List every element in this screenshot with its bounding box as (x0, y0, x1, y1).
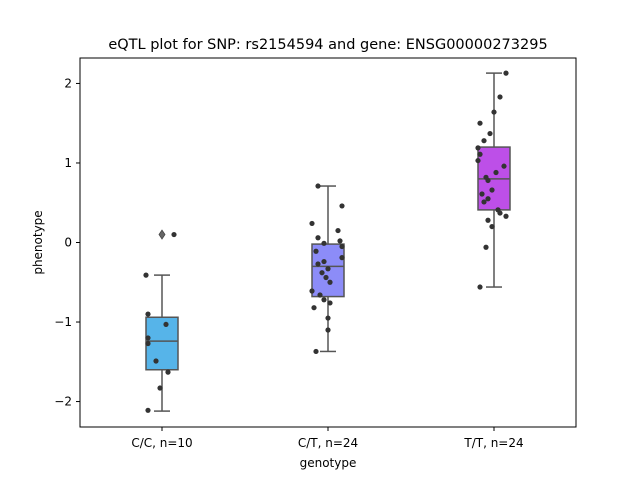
data-point (153, 358, 159, 364)
iqr-box (145, 316, 179, 371)
data-point (483, 244, 489, 250)
data-point (309, 288, 315, 294)
plot-layer (143, 70, 511, 413)
data-point (165, 369, 171, 375)
data-point (321, 297, 327, 303)
data-point (323, 274, 329, 281)
data-point (325, 315, 331, 321)
data-point (321, 240, 327, 246)
y-tick-label: 2 (64, 76, 72, 90)
ticks-layer: −2 −1 0 1 2 C/C, n=10 C/T, n=24 T/T, n=24 (54, 76, 523, 450)
data-point (145, 335, 151, 341)
data-point (489, 187, 495, 193)
strip-points-1 (309, 183, 345, 355)
data-point (145, 311, 151, 317)
data-point (315, 261, 321, 267)
data-point (327, 300, 333, 306)
data-point (315, 183, 321, 189)
x-axis-label: genotype (300, 456, 357, 470)
data-point (337, 238, 343, 244)
data-point (145, 340, 151, 347)
data-point (339, 203, 345, 209)
data-point (493, 169, 499, 176)
strip-points-2 (475, 70, 509, 290)
data-point (311, 305, 317, 311)
axes-frame (79, 57, 577, 428)
data-point (339, 243, 345, 250)
data-point (313, 348, 319, 355)
x-tick-label: C/C, n=10 (131, 436, 192, 450)
outlier-marker (158, 229, 166, 240)
data-point (475, 145, 481, 151)
data-point (163, 321, 169, 328)
data-point (485, 196, 491, 202)
data-point (501, 163, 507, 169)
data-point (503, 213, 509, 219)
x-tick-label: T/T, n=24 (463, 436, 523, 450)
data-point (477, 284, 483, 290)
y-tick-label: 1 (64, 156, 72, 170)
y-tick-label: 0 (64, 236, 72, 250)
y-tick-label: −1 (54, 315, 72, 329)
data-point (325, 327, 331, 333)
data-point (327, 279, 333, 285)
data-point (315, 235, 321, 241)
data-point (483, 174, 489, 180)
data-point (313, 248, 319, 254)
data-point (317, 292, 323, 298)
data-point (485, 217, 491, 223)
data-point (487, 130, 493, 137)
data-point (489, 223, 495, 230)
data-point (143, 272, 149, 278)
data-point (481, 199, 487, 205)
data-point (319, 270, 325, 276)
data-point (309, 220, 315, 227)
data-point (335, 227, 341, 234)
data-point (339, 255, 345, 261)
data-point (325, 266, 331, 272)
data-point (157, 385, 163, 391)
box-group-2 (477, 72, 511, 288)
data-point (479, 191, 485, 197)
y-tick-label: −2 (54, 395, 72, 409)
chart-title: eQTL plot for SNP: rs2154594 and gene: E… (108, 37, 547, 53)
data-point (171, 231, 177, 238)
data-point (475, 157, 481, 164)
x-tick-label: C/T, n=24 (298, 436, 358, 450)
data-point (495, 207, 501, 213)
data-point (477, 120, 483, 126)
strip-points-0 (143, 231, 177, 413)
data-point (477, 151, 483, 157)
data-point (503, 70, 509, 76)
data-point (481, 138, 487, 144)
data-point (145, 407, 151, 413)
data-point (321, 258, 327, 265)
data-point (497, 94, 503, 100)
data-point (491, 109, 497, 115)
box-group-0 (145, 229, 179, 412)
y-axis-label: phenotype (31, 210, 45, 274)
